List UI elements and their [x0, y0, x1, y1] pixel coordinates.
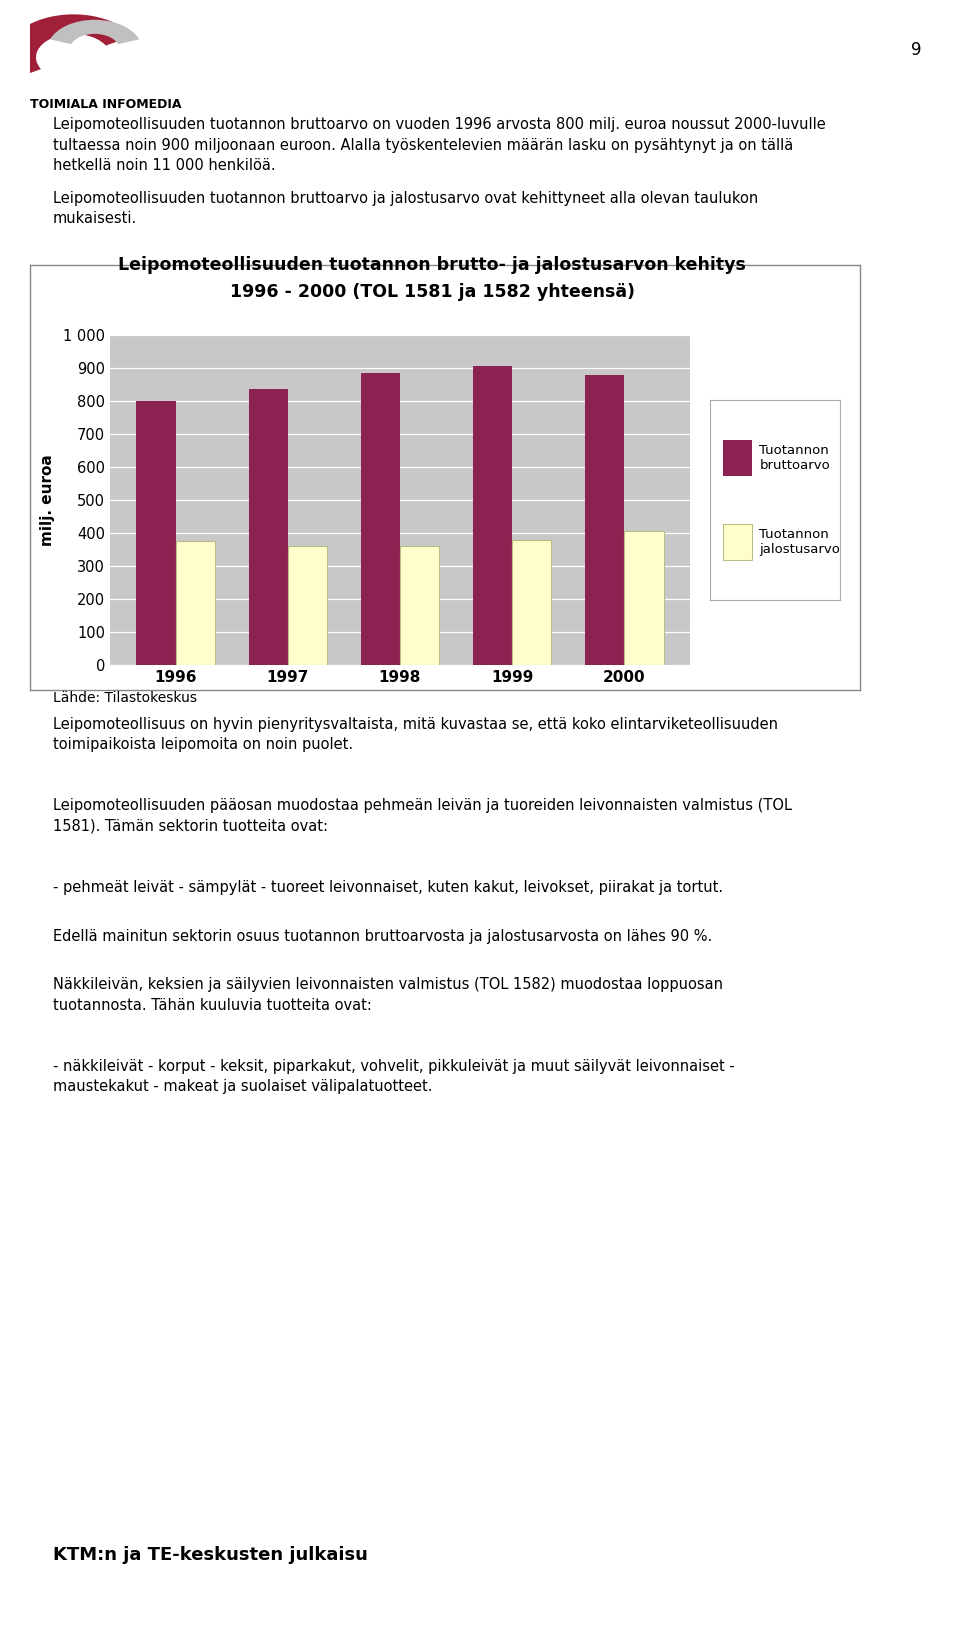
Text: - näkkileivät - korput - keksit, piparkakut, vohvelit, pikkuleivät ja muut säily: - näkkileivät - korput - keksit, piparka… — [53, 1059, 734, 1095]
Bar — [624, 531, 663, 665]
Bar — [513, 539, 551, 665]
Text: Leipomoteollisuus on hyvin pienyritysvaltaista, mitä kuvastaa se, että koko elin: Leipomoteollisuus on hyvin pienyritysval… — [53, 717, 778, 753]
Bar — [176, 541, 215, 665]
Text: Näkkileivän, keksien ja säilyvien leivonnaisten valmistus (TOL 1582) muodostaa l: Näkkileivän, keksien ja säilyvien leivon… — [53, 977, 723, 1013]
Text: TOIMIALA INFOMEDIA: TOIMIALA INFOMEDIA — [30, 98, 181, 111]
Text: KTM:n ja TE-keskusten julkaisu: KTM:n ja TE-keskusten julkaisu — [53, 1546, 368, 1564]
Text: Edellä mainitun sektorin osuus tuotannon bruttoarvosta ja jalostusarvosta on läh: Edellä mainitun sektorin osuus tuotannon… — [53, 929, 712, 943]
Text: - pehmeät leivät - sämpylät - tuoreet leivonnaiset, kuten kakut, leivokset, piir: - pehmeät leivät - sämpylät - tuoreet le… — [53, 880, 723, 894]
Wedge shape — [5, 15, 132, 78]
Bar — [723, 440, 752, 476]
Text: 1996 - 2000 (TOL 1581 ja 1582 yhteensä): 1996 - 2000 (TOL 1581 ja 1582 yhteensä) — [229, 283, 635, 301]
Bar — [361, 373, 400, 665]
Text: Leipomoteollisuuden pääosan muodostaa pehmeän leivän ja tuoreiden leivonnaisten : Leipomoteollisuuden pääosan muodostaa pe… — [53, 798, 792, 834]
Bar — [288, 546, 327, 665]
Y-axis label: milj. euroa: milj. euroa — [39, 454, 55, 546]
Text: Leipomoteollisuuden tuotannon brutto- ja jalostusarvon kehitys: Leipomoteollisuuden tuotannon brutto- ja… — [118, 256, 746, 274]
Text: Tuotannon
bruttoarvo: Tuotannon bruttoarvo — [759, 445, 830, 472]
Text: Leipomoteollisuuden tuotannon bruttoarvo on vuoden 1996 arvosta 800 milj. euroa : Leipomoteollisuuden tuotannon bruttoarvo… — [53, 117, 826, 173]
Bar — [585, 375, 624, 665]
Wedge shape — [50, 20, 139, 44]
Bar — [723, 525, 752, 560]
Text: Tuotannon
jalostusarvo: Tuotannon jalostusarvo — [759, 528, 840, 555]
Bar — [400, 546, 440, 665]
Bar — [473, 367, 513, 665]
Text: Lähde: Tilastokeskus: Lähde: Tilastokeskus — [53, 691, 197, 705]
Bar — [136, 401, 176, 665]
Text: 9: 9 — [911, 41, 922, 59]
Text: Leipomoteollisuuden tuotannon bruttoarvo ja jalostusarvo ovat kehittyneet alla o: Leipomoteollisuuden tuotannon bruttoarvo… — [53, 191, 758, 226]
Bar — [249, 389, 288, 665]
